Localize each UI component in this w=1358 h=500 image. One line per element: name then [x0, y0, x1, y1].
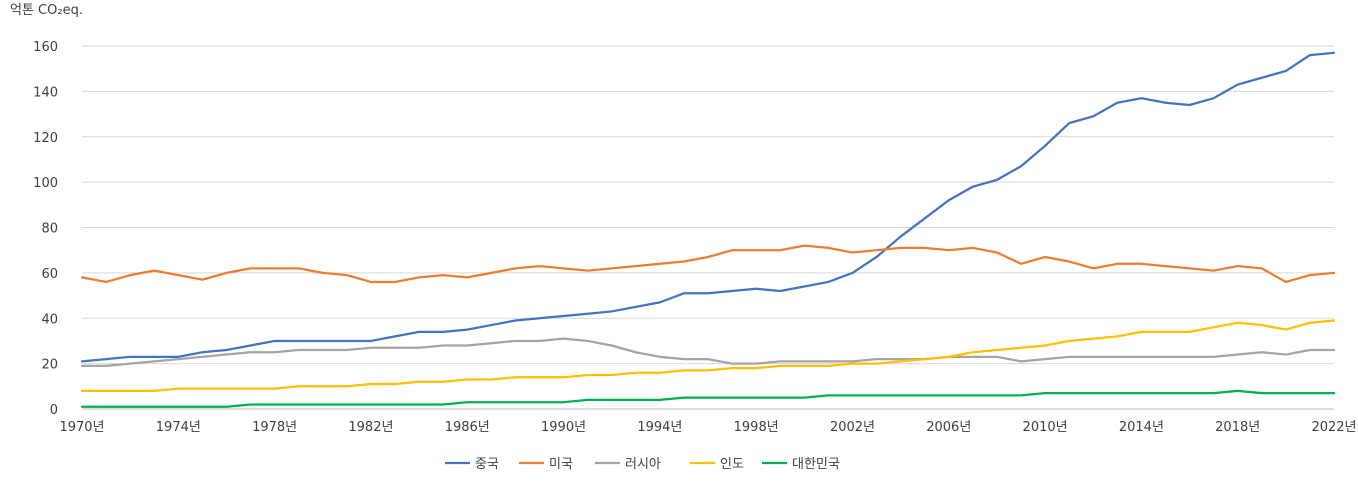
y-tick-label: 20 [41, 358, 58, 373]
x-tick-label: 1986년 [445, 420, 490, 435]
y-tick-label: 40 [41, 312, 58, 327]
x-tick-label: 1982년 [348, 420, 393, 435]
x-axis-tick-labels: 1970년 1974년 1978년 1982년 1986년 1990년 1994년 1998년… [59, 420, 1356, 435]
legend: 중국 미국 러시아 인도 대한민국 [445, 457, 840, 472]
y-tick-label: 0 [50, 403, 58, 418]
x-tick-label: 2010년 [1023, 420, 1068, 435]
y-tick-label: 140 [33, 85, 58, 100]
y-axis-unit-label: 억톤 CO₂eq. [10, 3, 83, 18]
y-tick-label: 100 [33, 176, 58, 191]
x-tick-label: 2018년 [1215, 420, 1260, 435]
x-tick-label: 1974년 [156, 420, 201, 435]
x-tick-label: 1994년 [637, 420, 682, 435]
y-tick-label: 80 [41, 222, 58, 237]
legend-label-4: 대한민국 [792, 457, 840, 472]
x-tick-label: 1990년 [541, 420, 586, 435]
series-line-2 [80, 337, 1336, 368]
x-tick-label: 2002년 [830, 420, 875, 435]
series-line-3 [80, 319, 1336, 392]
y-tick-label: 60 [41, 267, 58, 282]
legend-label-2: 러시아 [625, 457, 661, 472]
series-line-4 [80, 389, 1336, 408]
legend-label-1: 미국 [549, 457, 573, 472]
y-tick-label: 160 [33, 40, 58, 55]
x-tick-label: 1998년 [734, 420, 779, 435]
y-axis-tick-labels: 0 20 40 60 80 100 120 140 160 [33, 40, 58, 418]
x-tick-label: 2014년 [1119, 420, 1164, 435]
series-line-1 [80, 244, 1336, 284]
gridlines [82, 45, 1334, 410]
y-tick-label: 120 [33, 131, 58, 146]
x-tick-label: 1978년 [252, 420, 297, 435]
x-tick-label: 2022년 [1311, 420, 1356, 435]
x-tick-label: 1970년 [59, 420, 104, 435]
legend-label-3: 인도 [720, 457, 744, 472]
x-tick-label: 2006년 [926, 420, 971, 435]
series-line-0 [80, 51, 1336, 363]
legend-label-0: 중국 [475, 457, 499, 472]
series-lines [80, 51, 1336, 408]
